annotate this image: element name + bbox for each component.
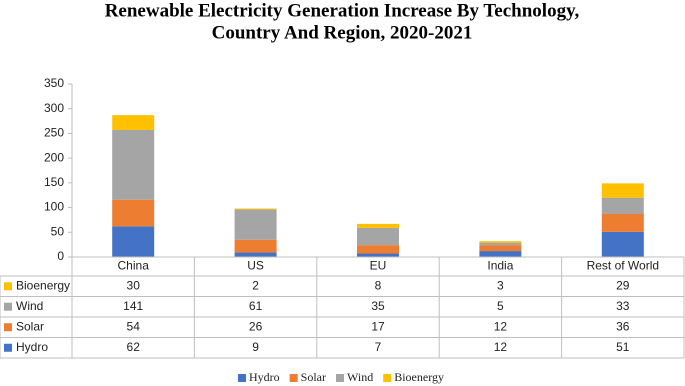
bar-segment — [112, 226, 155, 257]
table-cell: 141 — [123, 299, 143, 313]
table-row-label: Bioenergy — [16, 278, 70, 292]
table-cell: 8 — [375, 278, 382, 292]
legend-key — [289, 374, 298, 382]
chart-title: Country And Region, 2020-2021 — [212, 22, 473, 43]
legend-key — [383, 374, 392, 382]
table-cell: 51 — [616, 340, 630, 354]
table-cell: 12 — [494, 340, 508, 354]
bar-segment — [601, 213, 644, 232]
table-cell: 26 — [249, 319, 263, 333]
table-cell: 36 — [616, 319, 630, 333]
bar-segment — [479, 241, 522, 243]
bar-segment — [479, 245, 522, 252]
bar-segment — [479, 251, 522, 257]
chart-title: Renewable Electricity Generation Increas… — [105, 0, 580, 21]
bar-segment — [357, 227, 399, 246]
legend-label: Bioenergy — [394, 370, 444, 384]
y-tick-label: 150 — [44, 175, 64, 189]
table-cell: 62 — [127, 340, 141, 354]
table-row-label: Wind — [16, 299, 43, 313]
bar-segment — [234, 239, 277, 253]
bar-segment — [112, 129, 155, 200]
bar-segment — [601, 231, 644, 257]
y-tick-label: 0 — [57, 249, 64, 263]
bar-segment — [357, 245, 399, 254]
y-tick-label: 300 — [44, 101, 64, 115]
table-cell: 9 — [252, 340, 259, 354]
table-cell: 33 — [616, 299, 630, 313]
table-cell: 17 — [371, 319, 385, 333]
bar-segment — [601, 197, 644, 214]
x-tick-label: US — [247, 259, 264, 273]
y-tick-label: 50 — [51, 224, 65, 238]
y-tick-label: 350 — [44, 76, 64, 90]
table-cell: 29 — [616, 278, 630, 292]
table-key — [4, 302, 12, 311]
x-tick-label: India — [487, 259, 513, 273]
x-tick-label: China — [118, 259, 150, 273]
table-cell: 54 — [127, 319, 141, 333]
bar-segment — [234, 208, 277, 210]
bar-segment — [601, 183, 644, 198]
table-cell: 61 — [249, 299, 263, 313]
table-cell: 30 — [127, 278, 141, 292]
table-cell: 3 — [497, 278, 504, 292]
legend-key — [238, 374, 246, 382]
legend-label: Hydro — [249, 370, 280, 384]
bar-segment — [357, 253, 399, 257]
x-tick-label: EU — [370, 259, 387, 273]
table-cell: 2 — [252, 278, 259, 292]
table-key — [4, 323, 12, 332]
bar-segment — [112, 199, 155, 227]
table-key — [4, 282, 12, 291]
bar-segment — [234, 209, 277, 240]
table-row-label: Solar — [16, 319, 44, 333]
bar-segment — [357, 223, 399, 228]
table-key — [4, 343, 12, 352]
bar-segment — [479, 242, 522, 246]
table-cell: 35 — [371, 299, 385, 313]
legend-key — [336, 374, 345, 382]
table-row-label: Hydro — [16, 340, 48, 354]
x-tick-label: Rest of World — [587, 259, 659, 273]
y-tick-label: 250 — [44, 126, 64, 140]
table-cell: 7 — [375, 340, 382, 354]
y-tick-label: 200 — [44, 150, 64, 164]
table-cell: 12 — [494, 319, 508, 333]
y-tick-label: 100 — [44, 200, 64, 214]
legend-label: Wind — [347, 370, 373, 384]
bar-segment — [112, 115, 155, 130]
bar-segment — [234, 252, 277, 257]
table-cell: 5 — [497, 299, 504, 313]
legend-label: Solar — [301, 370, 326, 384]
